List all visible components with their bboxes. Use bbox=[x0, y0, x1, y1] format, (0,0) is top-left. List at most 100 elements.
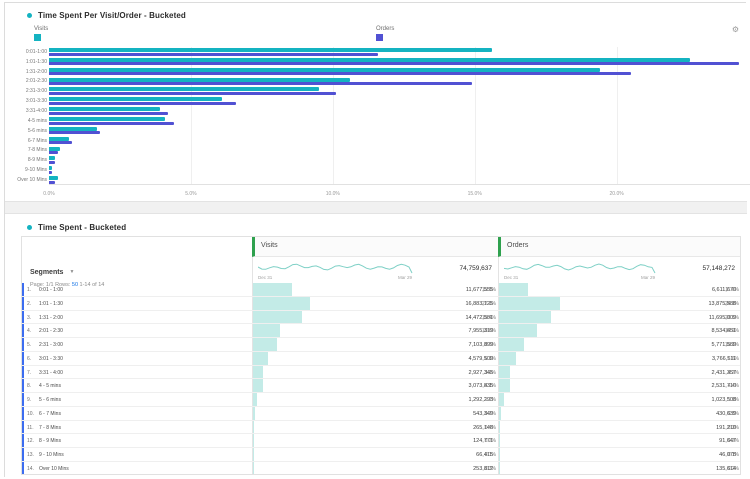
orders-value[interactable]: 6,611,670 bbox=[711, 287, 736, 293]
orders-bar[interactable] bbox=[49, 72, 631, 76]
orders-value[interactable]: 2,531,710 bbox=[711, 383, 736, 390]
orders-bar[interactable] bbox=[49, 141, 72, 145]
visits-bar[interactable] bbox=[49, 107, 160, 112]
visits-bar[interactable] bbox=[49, 97, 223, 102]
visits-value[interactable]: 7,955,319 bbox=[468, 328, 493, 335]
table-row[interactable]: 6. 3:01 - 3:30 4,579,509 6.1% 3,766,511 6.6% bbox=[22, 351, 740, 366]
table-row[interactable]: 5. 2:31 - 3:00 7,103,899 9.5% 5,771,589 10.1% bbox=[22, 338, 740, 352]
orders-percent: 0.2% bbox=[727, 465, 739, 472]
orders-value[interactable]: 191,210 bbox=[716, 424, 736, 431]
visits-value[interactable]: 7,103,899 bbox=[468, 342, 493, 348]
orders-value[interactable]: 3,766,511 bbox=[711, 355, 736, 362]
table-row[interactable]: 2. 1:01 - 1:30 16,883,125 22.6% 13,875,588 24… bbox=[22, 296, 740, 311]
gear-icon[interactable]: ⚙ bbox=[731, 25, 739, 34]
visits-value[interactable]: 253,812 bbox=[473, 465, 493, 472]
category-label: 7-8 Mins bbox=[27, 147, 47, 154]
orders-bar[interactable] bbox=[49, 161, 55, 165]
orders-bar[interactable] bbox=[49, 101, 237, 105]
visits-bar[interactable] bbox=[49, 57, 691, 62]
table-row[interactable]: 11. 7 - 8 Mins 265,148 0.4% 191,210 0.3% bbox=[22, 420, 740, 435]
table-row[interactable]: 8. 4 - 5 mins 3,073,835 4.1% 2,531,710 4.4% bbox=[22, 379, 740, 393]
orders-bar[interactable] bbox=[49, 92, 336, 96]
table-row[interactable]: 13. 9 - 10 Mins 66,415 0.1% 46,078 0.1% bbox=[22, 448, 740, 462]
table-row[interactable]: 7. 3:31 - 4:00 2,927,345 3.9% 2,431,357 4.2% bbox=[22, 365, 740, 380]
segment-label[interactable]: 4 - 5 mins bbox=[39, 383, 61, 390]
filter-icon[interactable]: ▼ bbox=[69, 269, 75, 275]
segment-label[interactable]: 1:31 - 2:00 bbox=[39, 314, 63, 321]
segment-label[interactable]: 0:01 - 1:00 bbox=[39, 287, 63, 293]
metric-column-header-orders[interactable]: Orders bbox=[498, 237, 740, 257]
orders-bar[interactable] bbox=[49, 131, 101, 135]
table-row[interactable]: 3. 1:31 - 2:00 14,472,581 19.4% 11,695,009 20… bbox=[22, 310, 740, 325]
segment-label[interactable]: 3:01 - 3:30 bbox=[39, 355, 63, 362]
visits-bar[interactable] bbox=[49, 136, 69, 141]
visits-bar[interactable] bbox=[49, 126, 98, 131]
segment-label[interactable]: 1:01 - 1:30 bbox=[39, 300, 63, 307]
orders-value[interactable]: 8,534,651 bbox=[711, 328, 736, 335]
orders-value[interactable]: 13,875,588 bbox=[708, 300, 736, 307]
visits-value[interactable]: 3,073,835 bbox=[468, 383, 493, 390]
segment-label[interactable]: Over 10 Mins bbox=[39, 465, 69, 472]
orders-bar[interactable] bbox=[49, 82, 472, 86]
visits-value[interactable]: 16,883,125 bbox=[465, 300, 493, 307]
row-selected-indicator bbox=[22, 379, 24, 392]
visits-value[interactable]: 2,927,345 bbox=[468, 369, 493, 376]
orders-value[interactable]: 1,023,508 bbox=[711, 397, 736, 403]
table-row[interactable]: 10. 6 - 7 Mins 543,349 0.7% 430,639 0.8% bbox=[22, 406, 740, 421]
pagination: Page: 1/1 Rows: 50 1-14 of 14 bbox=[30, 282, 252, 288]
orders-value[interactable]: 11,695,009 bbox=[708, 314, 736, 321]
rows-per-page-select[interactable]: 50 bbox=[71, 282, 79, 288]
segment-label[interactable]: 2:01 - 2:30 bbox=[39, 328, 63, 335]
visits-value[interactable]: 11,677,555 bbox=[465, 287, 493, 293]
visits-value[interactable]: 1,292,293 bbox=[468, 397, 493, 403]
visits-bar[interactable] bbox=[49, 117, 166, 121]
orders-value[interactable]: 430,639 bbox=[716, 410, 736, 417]
visits-value[interactable]: 124,771 bbox=[473, 438, 493, 445]
orders-value[interactable]: 46,078 bbox=[719, 452, 736, 458]
row-number: 8. bbox=[27, 383, 32, 390]
orders-bar[interactable] bbox=[49, 62, 739, 66]
visits-value[interactable]: 66,415 bbox=[476, 452, 493, 458]
row-number: 11. bbox=[27, 424, 34, 431]
visits-value[interactable]: 265,148 bbox=[473, 424, 493, 431]
table-row[interactable]: 14. Over 10 Mins 253,812 0.3% 135,614 0.2% bbox=[22, 461, 740, 474]
visits-bar[interactable] bbox=[49, 146, 61, 151]
visits-value[interactable]: 4,579,509 bbox=[468, 355, 493, 362]
segment-label[interactable]: 8 - 9 Mins bbox=[39, 438, 61, 445]
visits-bar[interactable] bbox=[49, 166, 52, 171]
orders-bar[interactable] bbox=[49, 52, 379, 56]
visits-bar[interactable] bbox=[49, 67, 600, 72]
visits-percent: 6.1% bbox=[484, 355, 496, 362]
segment-label[interactable]: 9 - 10 Mins bbox=[39, 452, 64, 458]
visits-bar[interactable] bbox=[49, 156, 55, 161]
orders-bar[interactable] bbox=[49, 121, 174, 125]
visits-bar[interactable] bbox=[49, 87, 319, 92]
segment-label[interactable]: 7 - 8 Mins bbox=[39, 424, 61, 431]
table-row[interactable]: 12. 8 - 9 Mins 124,771 0.2% 91,647 0.2% bbox=[22, 434, 740, 448]
chart-category-row: 8-9 Mins bbox=[28, 155, 750, 165]
visits-value[interactable]: 543,349 bbox=[473, 410, 493, 417]
orders-value[interactable]: 2,431,357 bbox=[711, 369, 736, 376]
visits-bar[interactable] bbox=[49, 77, 350, 82]
orders-bar[interactable] bbox=[49, 170, 52, 174]
orders-value[interactable]: 5,771,589 bbox=[711, 342, 736, 348]
visits-bar[interactable] bbox=[49, 48, 492, 52]
visits-value[interactable]: 14,472,581 bbox=[465, 314, 493, 321]
legend-item-orders[interactable]: Orders bbox=[376, 26, 394, 41]
segment-label[interactable]: 6 - 7 Mins bbox=[39, 410, 61, 417]
metric-column-header-visits[interactable]: Visits bbox=[252, 237, 498, 257]
orders-value[interactable]: 135,614 bbox=[716, 465, 736, 472]
segment-label[interactable]: 3:31 - 4:00 bbox=[39, 369, 63, 376]
segment-label[interactable]: 2:31 - 3:00 bbox=[39, 342, 63, 348]
table-row[interactable]: 9. 5 - 6 mins 1,292,293 1.7% 1,023,508 1.8% bbox=[22, 393, 740, 407]
orders-bar[interactable] bbox=[49, 180, 55, 184]
orders-bar[interactable] bbox=[49, 111, 169, 115]
orders-value[interactable]: 91,647 bbox=[719, 438, 736, 445]
segment-label[interactable]: 5 - 6 mins bbox=[39, 397, 61, 403]
visits-bar[interactable] bbox=[49, 176, 58, 181]
table-row[interactable]: 1. 0:01 - 1:00 11,677,555 15.6% 6,611,670 11.… bbox=[22, 283, 740, 297]
chart-category-row: 4-5 mins bbox=[28, 116, 750, 126]
table-row[interactable]: 4. 2:01 - 2:30 7,955,319 10.6% 8,534,651 14.9… bbox=[22, 324, 740, 338]
orders-bar[interactable] bbox=[49, 151, 58, 155]
legend-item-visits[interactable]: Visits bbox=[34, 26, 48, 41]
